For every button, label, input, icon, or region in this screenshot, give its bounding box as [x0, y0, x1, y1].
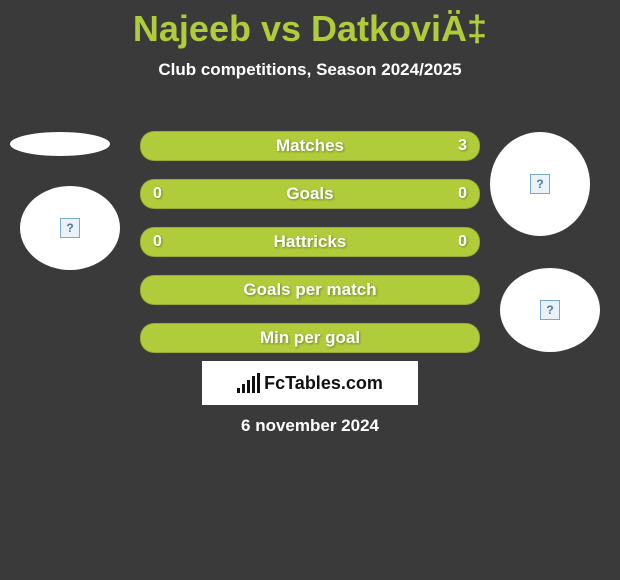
player1-avatar: ? — [20, 186, 120, 270]
player2-avatar-bottom: ? — [500, 268, 600, 352]
player1-ellipse — [10, 132, 110, 156]
stat-row: 0 Goals 0 — [140, 179, 480, 209]
footer-date: 6 november 2024 — [0, 416, 620, 436]
stat-right: 0 — [458, 180, 467, 208]
logo-text: FcTables.com — [264, 373, 383, 394]
stat-row: Goals per match — [140, 275, 480, 305]
infographic-container: Najeeb vs DatkoviÄ‡ Club competitions, S… — [0, 8, 620, 580]
stat-right: 0 — [458, 228, 467, 256]
player2-avatar-top: ? — [490, 132, 590, 236]
stat-row: 0 Hattricks 0 — [140, 227, 480, 257]
stat-label: Min per goal — [141, 324, 479, 352]
stat-label: Goals per match — [141, 276, 479, 304]
stat-label: Goals — [141, 180, 479, 208]
fctables-logo: FcTables.com — [202, 361, 418, 405]
page-subtitle: Club competitions, Season 2024/2025 — [0, 60, 620, 80]
page-title: Najeeb vs DatkoviÄ‡ — [0, 8, 620, 50]
stat-label: Matches — [141, 132, 479, 160]
image-placeholder-icon: ? — [60, 218, 80, 238]
image-placeholder-icon: ? — [540, 300, 560, 320]
image-placeholder-icon: ? — [530, 174, 550, 194]
stat-row: Min per goal — [140, 323, 480, 353]
stat-row: Matches 3 — [140, 131, 480, 161]
stat-rows: Matches 3 0 Goals 0 0 Hattricks 0 Goals … — [140, 131, 480, 371]
logo-bars-icon — [237, 373, 260, 393]
stat-label: Hattricks — [141, 228, 479, 256]
stat-right: 3 — [458, 132, 467, 160]
